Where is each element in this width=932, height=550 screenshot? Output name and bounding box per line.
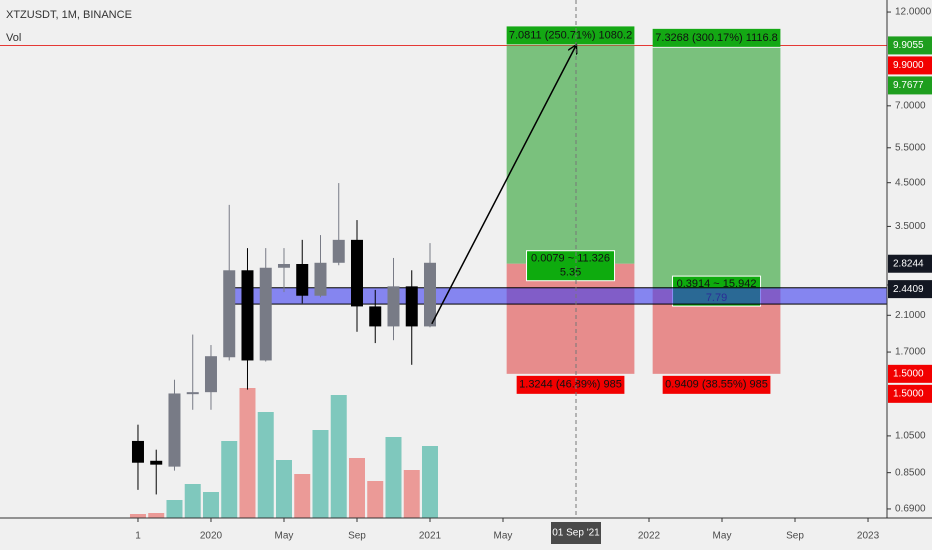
x-tick-label: 2021 [419,531,442,542]
target-label-bg [506,26,635,45]
x-tick-label: Sep [786,531,804,542]
y-tick-label: 1.0500 [895,431,926,442]
volume-bar [184,484,201,518]
candle-body [296,264,309,296]
candle-body [259,267,272,361]
price-badge-label: 2.4409 [893,284,924,295]
candle-body [350,239,363,307]
x-tick-label: May [713,531,732,542]
candle-body [277,264,290,268]
plot-area: 7.0811 (250.71%) 1080.2 1.3244 (46.89%) 9… [0,0,888,518]
price-badge-label: 1.5000 [893,368,924,379]
price-badge [888,56,932,75]
price-badge-label: 9.7677 [893,80,924,91]
x-tick-label: 2023 [857,531,880,542]
candle-body [204,356,217,393]
y-tick-label: 3.5000 [895,221,926,232]
volume-bar [367,481,384,518]
target-label-bg [652,28,781,47]
entry-label-bg [526,250,616,282]
y-tick-label: 7.0000 [895,100,926,111]
loss-zone [506,263,635,374]
volume-bar [239,388,256,518]
candle-body [241,270,254,361]
y-tick-label: 2.1000 [895,310,926,321]
volume-bar [330,395,347,518]
target-label: 7.0811 (250.71%) 1080.2 [509,29,632,41]
stop-label-bg [516,375,625,394]
stop-label-bg [662,375,771,394]
volume-bar [348,458,365,518]
stop-label: 0.9409 (38.55%) 985 [665,379,768,391]
y-tick-label: 1.7000 [895,347,926,358]
entry-label: 5.35 [560,267,581,279]
support-zone [231,287,888,305]
y-tick-label: 12.0000 [895,7,932,18]
entry-label: 0.3914 ~ 15.942 [677,278,757,290]
volume-bar [275,460,292,518]
profit-zone [506,45,635,264]
crosshair-label: 01 Sep '21 [552,528,600,539]
y-tick-label: 0.6900 [895,504,926,515]
price-badge-label: 9.9055 [893,40,924,51]
price-badge [888,384,932,403]
candle-body [423,262,436,327]
price-badge-label: 9.9000 [893,60,924,71]
y-tick-label: 5.5000 [895,142,926,153]
x-tick-label: May [494,531,513,542]
profit-zone [652,47,781,290]
chart-title: XTZUSDT, 1M, BINANCE [6,9,132,21]
volume-bar [202,492,219,518]
candle-body [150,460,163,465]
candle-body [186,392,199,395]
volume-bar [312,430,329,518]
x-tick-label: 1 [135,531,141,542]
time-axis [0,518,932,550]
price-badge [888,364,932,383]
candle-body [332,239,345,263]
price-badge-label: 1.5000 [893,388,924,399]
volume-bar [148,513,165,518]
volume-bar [421,446,438,518]
volume-bar [294,474,311,518]
axes: 12.00007.00005.50004.50003.50002.50002.1… [135,7,932,544]
crosshair-badge [551,522,602,544]
candle-body [314,262,327,296]
candle-body [405,286,418,327]
candle-body [387,286,400,327]
y-tick-label: 0.8500 [895,467,926,478]
candle-body [168,393,181,467]
target-label: 7.3268 (300.17%) 1116.8 [655,32,778,44]
volume-bar [257,412,274,518]
volume-label: Vol [6,32,21,44]
price-badge [888,280,932,299]
candle-body [131,440,144,463]
y-tick-label: 4.5000 [895,177,926,188]
price-badge-label: 2.8244 [893,258,924,269]
volume-bar [221,441,238,518]
volume-bar [403,470,420,518]
volume-bar [129,514,146,518]
entry-label: 0.0079 ~ 11.326 [531,253,610,265]
x-tick-label: May [275,531,294,542]
x-tick-label: Sep [348,531,366,542]
price-badge [888,36,932,55]
price-badge [888,76,932,95]
candle-body [369,306,382,327]
stop-label: 1.3244 (46.89%) 985 [519,379,622,391]
arrow [431,46,576,325]
candle-body [223,270,236,358]
x-tick-label: 2022 [638,531,661,542]
x-tick-label: 2020 [200,531,223,542]
price-badge [888,254,932,273]
volume-bar [385,437,402,518]
volume-bar [166,500,183,518]
